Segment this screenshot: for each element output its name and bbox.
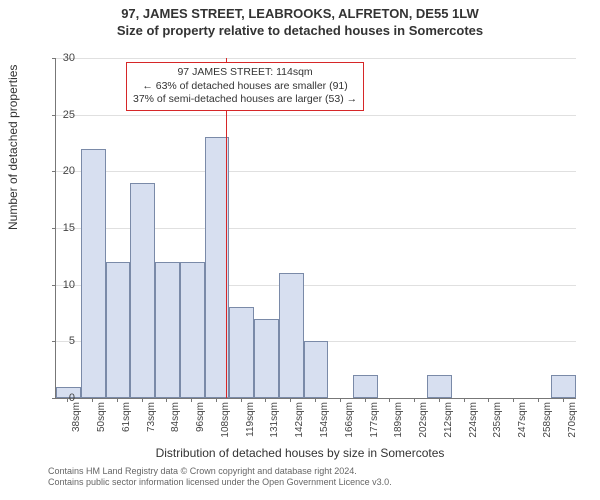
xtick-mark — [191, 398, 192, 402]
xtick-mark — [241, 398, 242, 402]
gridline — [56, 115, 576, 116]
xtick-label: 189sqm — [393, 402, 404, 438]
histogram-bar — [130, 183, 155, 398]
reference-info-box: 97 JAMES STREET: 114sqm ← 63% of detache… — [126, 62, 364, 111]
xtick-mark — [216, 398, 217, 402]
gridline — [56, 171, 576, 172]
infobox-line-3: 37% of semi-detached houses are larger (… — [133, 93, 357, 107]
chart-title-sub: Size of property relative to detached ho… — [0, 21, 600, 38]
xtick-mark — [117, 398, 118, 402]
x-axis-label: Distribution of detached houses by size … — [0, 446, 600, 460]
gridline — [56, 58, 576, 59]
xtick-mark — [315, 398, 316, 402]
attribution-line-2: Contains public sector information licen… — [48, 477, 392, 488]
histogram-bar — [81, 149, 106, 398]
xtick-mark — [142, 398, 143, 402]
histogram-bar — [551, 375, 576, 398]
xtick-label: 61sqm — [121, 402, 132, 432]
histogram-bar — [229, 307, 254, 398]
ytick-label: 20 — [45, 165, 75, 177]
xtick-mark — [389, 398, 390, 402]
xtick-mark — [538, 398, 539, 402]
xtick-mark — [513, 398, 514, 402]
xtick-label: 258sqm — [542, 402, 553, 438]
histogram-bar — [353, 375, 378, 398]
xtick-mark — [439, 398, 440, 402]
y-axis-label: Number of detached properties — [6, 65, 20, 230]
ytick-label: 30 — [45, 52, 75, 64]
attribution-line-1: Contains HM Land Registry data © Crown c… — [48, 466, 392, 477]
histogram-bar — [279, 273, 304, 398]
xtick-mark — [340, 398, 341, 402]
chart-title-main: 97, JAMES STREET, LEABROOKS, ALFRETON, D… — [0, 0, 600, 21]
xtick-label: 247sqm — [517, 402, 528, 438]
histogram-bar — [180, 262, 205, 398]
xtick-label: 224sqm — [468, 402, 479, 438]
histogram-bar — [106, 262, 131, 398]
histogram-bar — [427, 375, 452, 398]
xtick-mark — [92, 398, 93, 402]
xtick-mark — [488, 398, 489, 402]
xtick-label: 131sqm — [269, 402, 280, 438]
xtick-mark — [563, 398, 564, 402]
xtick-label: 38sqm — [71, 402, 82, 432]
ytick-label: 25 — [45, 109, 75, 121]
xtick-label: 212sqm — [443, 402, 454, 438]
xtick-label: 50sqm — [96, 402, 107, 432]
xtick-mark — [414, 398, 415, 402]
xtick-label: 96sqm — [195, 402, 206, 432]
xtick-mark — [464, 398, 465, 402]
chart-plot-area: 97 JAMES STREET: 114sqm ← 63% of detache… — [55, 58, 576, 399]
ytick-label: 15 — [45, 222, 75, 234]
histogram-bar — [254, 319, 279, 398]
histogram-bar — [155, 262, 180, 398]
xtick-label: 270sqm — [567, 402, 578, 438]
ytick-label: 10 — [45, 279, 75, 291]
xtick-label: 73sqm — [146, 402, 157, 432]
histogram-bar — [304, 341, 329, 398]
infobox-line-1: 97 JAMES STREET: 114sqm — [133, 66, 357, 80]
xtick-label: 119sqm — [245, 402, 256, 437]
xtick-label: 142sqm — [294, 402, 305, 438]
infobox-line-2: ← 63% of detached houses are smaller (91… — [133, 80, 357, 94]
xtick-label: 166sqm — [344, 402, 355, 438]
xtick-label: 108sqm — [220, 402, 231, 438]
xtick-label: 202sqm — [418, 402, 429, 438]
ytick-label: 5 — [45, 335, 75, 347]
xtick-mark — [265, 398, 266, 402]
xtick-mark — [166, 398, 167, 402]
xtick-label: 84sqm — [170, 402, 181, 432]
attribution-text: Contains HM Land Registry data © Crown c… — [48, 466, 392, 489]
xtick-label: 154sqm — [319, 402, 330, 438]
xtick-mark — [67, 398, 68, 402]
xtick-mark — [290, 398, 291, 402]
xtick-label: 235sqm — [492, 402, 503, 438]
xtick-mark — [365, 398, 366, 402]
xtick-label: 177sqm — [369, 402, 380, 438]
